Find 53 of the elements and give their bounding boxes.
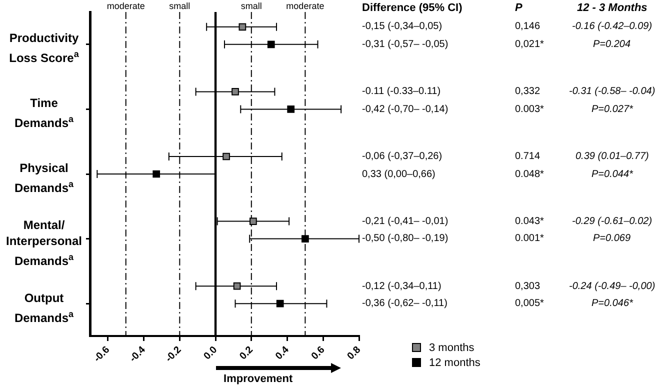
text: -0.24 (-0.49– -0,00) [569, 280, 656, 292]
ref-line-label: small [240, 0, 262, 11]
text: 0,146 [515, 21, 540, 32]
text: P=0.044* [592, 168, 633, 180]
text: 0.048* [515, 168, 544, 180]
text: -0,06 (-0,37–0,26) [362, 151, 442, 162]
text: Improvement [224, 373, 293, 385]
x-tick-label: 0.6 [310, 344, 328, 362]
text: -0,50 (-0,80– -0,19) [362, 233, 448, 244]
ref-line-label: moderate [106, 0, 145, 11]
text: -0,21 (-0,41– -0,01) [362, 216, 448, 227]
text: 12 - 3 Months [577, 2, 648, 14]
text: P=0.027* [592, 104, 633, 115]
x-tick-label: -0.4 [128, 344, 148, 364]
text: -0,42 (-0,70– -0,14) [362, 104, 448, 115]
x-tick-label: 0.8 [345, 344, 364, 362]
text: 0,332 [515, 86, 540, 98]
text: 0.39 (0.01–0.77) [576, 151, 649, 162]
x-tick-label: 0.4 [274, 344, 292, 362]
text: Difference (95% CI) [362, 2, 462, 14]
text: 0.003* [515, 104, 544, 115]
text: 0.714 [515, 151, 540, 162]
y-tick-label: Time Demands$^{a}$ [13, 95, 75, 132]
y-tick-label: Output Demands$^{a}$ [13, 290, 75, 326]
y-tick-label: Physical Demands$^{a}$ [13, 160, 75, 196]
text: -0,36 (-0,62– -0,11) [362, 298, 448, 310]
legend-label: 12 months [429, 356, 480, 368]
text: P [515, 2, 522, 14]
x-tick-label: 0.0 [202, 344, 220, 362]
text: 0,005* [515, 298, 544, 310]
legend-label: 3 months [429, 342, 474, 354]
text: -0,31 (-0,57– -0,05) [362, 38, 448, 50]
text: -0.29 (-0.61–0.02) [572, 216, 652, 227]
text: 0.043* [515, 216, 544, 227]
text: 0,021* [515, 38, 544, 50]
x-tick-label: 0.2 [238, 344, 256, 362]
y-tick-label: Productivity Loss Score$^{a}$ [8, 30, 80, 66]
text: 0.001* [515, 233, 544, 244]
text: P=0.046* [592, 298, 633, 310]
text: -0,15 (-0,34–0,05) [362, 21, 442, 32]
x-tick-label: -0.2 [164, 344, 184, 364]
ref-line-label: moderate [286, 0, 324, 11]
x-tick-label: -0.6 [92, 344, 112, 364]
y-tick-label: Mental/ Interpersonal Demands$^{a}$ [4, 216, 84, 269]
ref-line-label: small [169, 0, 190, 11]
text: P=0.069 [593, 233, 631, 244]
text: -0.31 (-0.58– -0.04) [569, 86, 656, 98]
text: 0,303 [515, 280, 540, 292]
text: 0,33 (0,00–0,66) [362, 168, 436, 180]
text: -0,12 (-0,34–0,11) [362, 280, 442, 292]
text: -0.11 (-0.33–0.11) [362, 86, 441, 98]
text: -0.16 (-0.42–0.09) [572, 21, 652, 32]
text: P=0.204 [593, 38, 631, 50]
